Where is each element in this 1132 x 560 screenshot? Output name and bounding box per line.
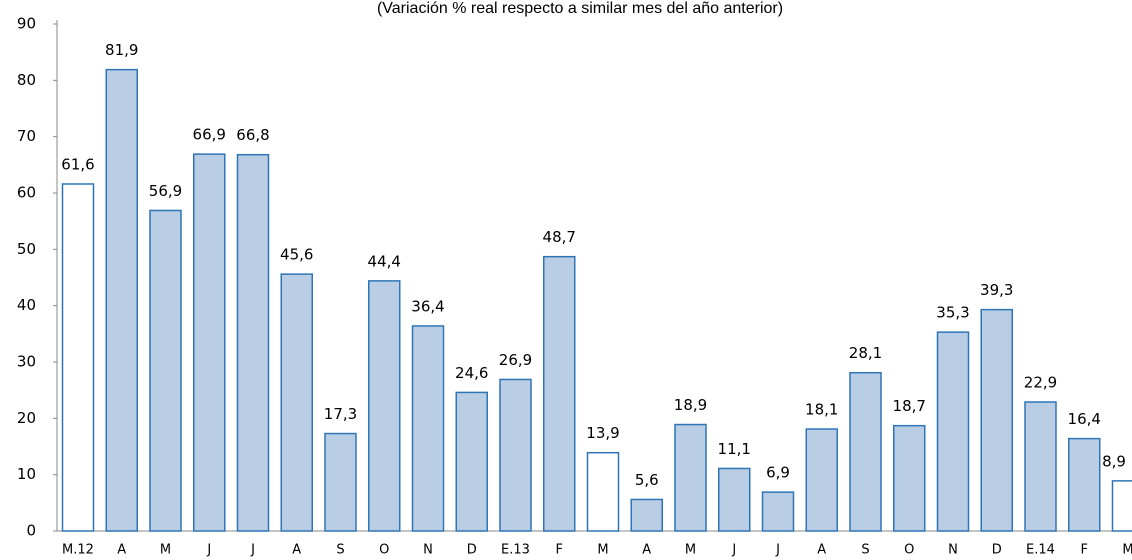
bar [980,308,1013,532]
data-label: 13,9 [586,424,619,442]
y-tick-label: 50 [17,240,36,258]
chart-subtitle: (Variación % real respecto a similar mes… [377,0,783,17]
data-label: 66,8 [236,126,269,144]
data-label: 35,3 [936,304,969,322]
bar [324,432,357,532]
x-tick-label: J [731,543,736,558]
bar [499,378,532,532]
data-label: 24,6 [455,364,488,382]
x-tick-label: N [948,543,958,558]
bar [193,153,226,532]
bar [674,423,707,532]
x-tick-label: J [250,543,255,558]
x-tick-label: J [206,543,211,558]
x-tick-label: M [685,543,696,558]
data-label: 18,1 [805,401,838,419]
x-tick-label: S [861,543,869,558]
x-tick-label: E.14 [1026,543,1055,558]
x-tick-label: A [292,543,301,558]
x-tick-label: F [1081,543,1088,558]
y-tick-label: 70 [17,127,36,145]
y-tick-label: 40 [17,296,36,314]
bar [761,491,795,532]
data-label: 26,9 [499,351,532,369]
data-label: 16,4 [1068,410,1101,428]
data-label: 28,1 [849,344,882,362]
x-tick-label: J [775,543,780,558]
bar [586,451,620,532]
data-label: 81,9 [105,41,138,59]
bar [936,331,970,532]
data-label: 8,9 [1102,452,1126,470]
y-tick-label: 80 [17,71,36,89]
data-label: 44,4 [368,252,401,270]
bar [543,255,576,532]
bar [630,498,663,532]
bar [1068,437,1101,532]
data-label: 18,7 [893,397,926,415]
y-tick-label: 20 [17,409,36,427]
bar [368,280,401,532]
bar [805,428,838,532]
bar [61,183,95,532]
bar [1024,401,1057,532]
data-label: 11,1 [718,440,751,458]
x-tick-label: M [160,543,171,558]
x-tick-label: M [1122,543,1132,558]
data-label: 39,3 [980,281,1013,299]
x-tick-label: O [379,543,389,558]
data-label: 66,9 [193,126,226,144]
data-label: 5,6 [635,471,659,489]
data-label: 6,9 [766,464,790,482]
x-tick-label: D [992,543,1002,558]
y-tick-label: 10 [17,465,36,483]
x-tick-label: S [336,543,344,558]
x-tick-label: D [467,543,477,558]
bar [236,153,270,532]
data-label: 18,9 [674,396,707,414]
bar [105,68,138,532]
bar [1111,480,1132,532]
data-label: 36,4 [411,297,444,315]
bar [718,467,751,532]
bar [149,209,182,532]
bar [893,424,926,532]
data-label: 56,9 [149,182,182,200]
bar [411,325,445,532]
x-tick-label: O [904,543,914,558]
bar [455,391,488,532]
x-tick-label: A [817,543,826,558]
x-tick-label: F [556,543,563,558]
x-tick-label: N [423,543,433,558]
data-label: 22,9 [1024,373,1057,391]
x-tick-label: A [642,543,651,558]
data-label: 61,6 [61,155,94,173]
y-tick-label: 30 [17,353,36,371]
y-tick-label: 60 [17,184,36,202]
y-tick-label: 90 [17,15,36,33]
y-tick-label: 0 [26,522,36,540]
x-tick-label: M [597,543,608,558]
data-label: 48,7 [543,228,576,246]
bar [280,273,313,532]
bar [849,371,882,532]
data-label: 45,6 [280,246,313,264]
x-tick-label: A [117,543,126,558]
data-label: 17,3 [324,405,357,423]
x-tick-label: M.12 [62,543,94,558]
x-tick-label: E.13 [501,543,530,558]
